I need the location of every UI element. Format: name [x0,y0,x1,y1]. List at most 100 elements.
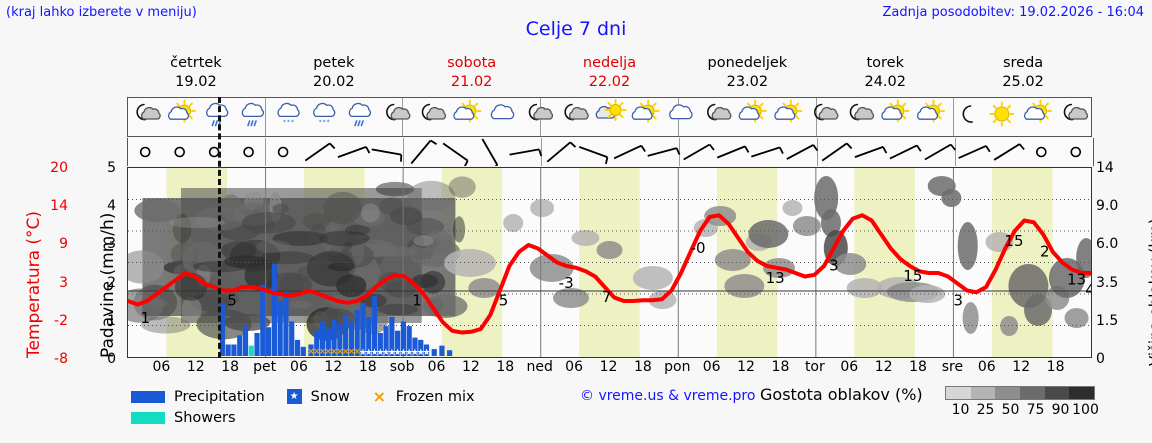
legend-frozen-mix: × Frozen mix [372,387,475,406]
cloud-scale-label-3: 75 [1026,402,1045,418]
svg-text:×: × [353,347,361,357]
day-header-2: sobota 21.02 [403,54,541,94]
day-name: sobota [447,55,497,71]
precip-bar [300,346,306,356]
legend-label-snow: Snow [310,388,350,405]
precip-bar [289,321,295,356]
moon-cloud-icon [564,103,589,121]
cloud-density-ticks: 10 25 50 75 90 100 [938,402,1103,420]
cloudticks-1: 9.0 [1096,198,1119,215]
precip-bar [242,326,249,356]
x-tick-20: 06 [840,359,859,375]
precip-bar [447,350,453,356]
precticks-2: 3 [107,236,116,253]
precip-bar [248,345,254,356]
x-tick-15: pon [664,359,691,375]
day-header-band: četrtek 19.02 petek 20.02 sobota 21.02 nedelja… [127,54,1092,94]
tempticks-3: 3 [59,274,68,291]
day-header-6: sreda 25.02 [954,54,1092,94]
wind-barb-row [127,138,1094,166]
wind-barb [786,144,819,160]
legend-showers: Showers [131,410,236,426]
cloudticks-5: 0 [1096,351,1105,367]
precip-bar [319,321,326,356]
x-tick-16: 06 [702,359,721,375]
svg-text:★: ★ [376,348,384,357]
svg-text:×: × [342,347,350,357]
day-date: 23.02 [726,74,769,90]
svg-text:×: × [319,347,327,357]
moon-cloud-icon [528,103,554,121]
svg-text:×: × [325,347,333,357]
x-tick-24: 06 [977,359,996,375]
x-tick-12: 06 [565,359,584,375]
precip-bar [231,344,237,356]
temperature-line [128,213,1091,335]
x-tick-22: 18 [909,359,927,375]
moon-cloud-icon [136,103,161,121]
day-date: 25.02 [1002,74,1044,90]
svg-text:*: * [283,119,286,126]
x-tick-14: 18 [633,359,652,375]
sun-cloud-icon [168,99,196,123]
wind-barb [578,146,609,165]
day-date: 21.02 [450,74,493,90]
temperature-point-label: -0 [691,239,706,257]
svg-text:★: ★ [382,348,390,357]
wind-barbs-svg [139,138,1082,166]
x-tick-5: 12 [324,359,343,375]
svg-text:*: * [327,119,330,126]
copyright-link[interactable]: © vreme.us & vreme.pro [580,388,756,404]
precip-bar [237,335,243,356]
x-tick-26: 18 [1046,359,1065,375]
icon-day-cell [817,98,955,136]
precip-bar [400,321,407,356]
svg-text:★: ★ [417,348,425,357]
temperature-point-label: 13 [766,269,785,287]
moon-icon [962,105,973,123]
moon-cloud-icon [386,103,411,121]
tempticks-1: 14 [50,198,68,215]
precip-bar [254,333,260,356]
svg-text:★: ★ [399,348,407,357]
x-tick-2: 18 [221,359,240,375]
x-tick-3: pet [253,359,277,375]
day-header-5: torek 24.02 [816,54,954,94]
moon-cloud-icon [707,103,732,121]
x-tick-8: 06 [427,359,446,375]
wind-barb [993,143,1025,161]
precip-bar [225,344,231,356]
precticks-3: 2 [107,274,116,291]
day-date: 20.02 [313,74,355,90]
day-name: nedelja [582,55,637,71]
day-name: torek [866,55,904,71]
wind-barb [854,146,888,158]
precip-bar [343,314,349,356]
cloud-scale-step-1 [970,387,996,399]
day-header-1: petek 20.02 [265,54,403,94]
legend-precipitation: Precipitation [131,389,265,405]
precip-bar [406,326,412,356]
precip-bar [277,300,283,356]
svg-text:★: ★ [370,348,378,357]
precip-bar [294,339,301,356]
wind-day-cell [266,138,404,166]
wind-barb [683,143,715,161]
icon-day-cell [128,98,266,136]
day-name: sreda [1002,55,1044,71]
svg-text:*: * [287,119,290,126]
wind-barb [716,145,750,159]
x-axis-ticks: 06 12 18 pet 06 12 18 sob 06 12 18 ned 06 12 18 pon 06 12… [127,359,1092,381]
temperature-point-label: 13 [1067,271,1086,289]
wind-barb [821,142,853,162]
precip-bar [371,296,378,356]
wind-barb-calm [1070,146,1082,158]
x-tick-0: 06 [152,359,171,375]
precip-bar [271,264,277,356]
precip-bar [348,321,355,356]
wind-barb-calm [174,146,185,158]
cloudticks-0: 14 [1096,160,1114,176]
page-title: Celje 7 dni [525,18,627,40]
wind-barb [924,143,956,161]
x-tick-19: tor [804,359,825,375]
